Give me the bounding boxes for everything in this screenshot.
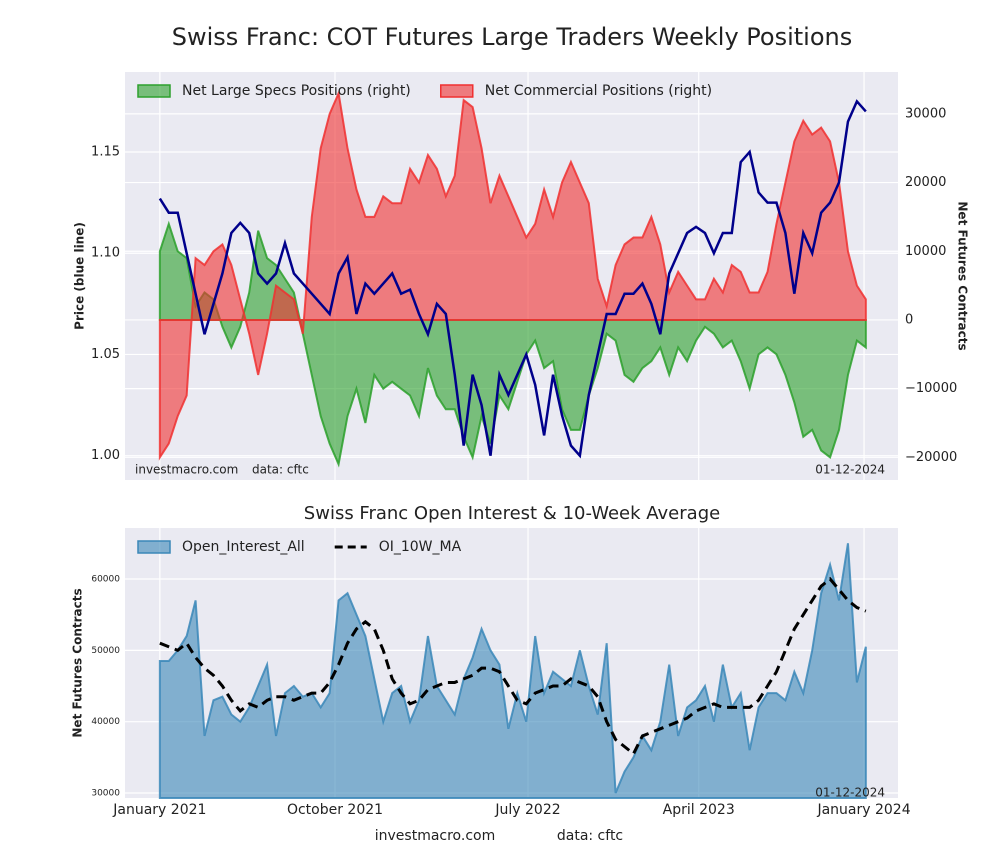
legend-label: Open_Interest_All <box>182 539 305 555</box>
y2-tick-label: 10000 <box>905 244 946 259</box>
chart-title: Swiss Franc Open Interest & 10-Week Aver… <box>304 503 720 524</box>
legend-label: Net Large Specs Positions (right) <box>182 83 411 99</box>
chart-title: Swiss Franc: COT Futures Large Traders W… <box>172 23 852 51</box>
x-tick-label: July 2022 <box>494 802 560 818</box>
y-tick-label: 1.10 <box>91 246 120 261</box>
y2-axis-label: Net Futures Contracts <box>956 201 970 350</box>
legend-label: Net Commercial Positions (right) <box>485 83 712 99</box>
line <box>158 99 867 459</box>
y2-tick-label: 20000 <box>905 175 946 190</box>
y-tick-label: 1.00 <box>91 448 120 463</box>
footer-site: investmacro.com <box>375 828 495 844</box>
legend-swatch <box>137 84 171 98</box>
y2-tick-label: 30000 <box>905 106 946 121</box>
area <box>158 220 867 468</box>
y2-tick-label: 0 <box>905 312 913 327</box>
area <box>158 543 867 799</box>
annotation: data: cftc <box>252 463 309 477</box>
y-tick-label: 40000 <box>91 717 120 727</box>
y-axis-label: Price (blue line) <box>73 222 87 330</box>
annotation: 01-12-2024 <box>815 463 885 477</box>
legend-swatch <box>440 84 474 98</box>
y2-tick-label: −10000 <box>905 381 957 396</box>
annotation: investmacro.com <box>135 463 238 477</box>
footer-source: data: cftc <box>557 828 623 844</box>
y-tick-label: 1.15 <box>91 144 120 159</box>
y-tick-label: 50000 <box>91 646 120 656</box>
y-tick-label: 1.05 <box>91 347 120 362</box>
y-axis-label: Net Futures Contracts <box>71 588 85 737</box>
x-tick-label: October 2021 <box>287 802 383 818</box>
line <box>159 576 867 757</box>
y-tick-label: 60000 <box>91 575 120 585</box>
y-tick-label: 30000 <box>91 789 120 799</box>
legend-swatch <box>137 540 171 554</box>
x-tick-label: January 2024 <box>816 802 910 818</box>
y2-tick-label: −20000 <box>905 450 957 465</box>
annotation: 01-12-2024 <box>815 786 885 800</box>
x-tick-label: January 2021 <box>112 802 206 818</box>
x-tick-label: April 2023 <box>663 802 735 818</box>
legend-label: OI_10W_MA <box>379 539 462 555</box>
area <box>158 89 867 461</box>
